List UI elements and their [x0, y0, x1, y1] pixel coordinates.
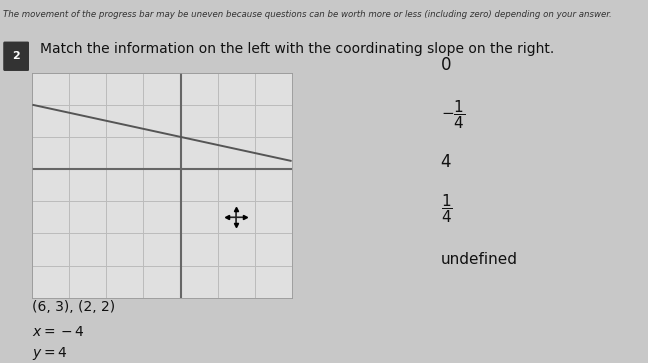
- Text: The movement of the progress bar may be uneven because questions can be worth mo: The movement of the progress bar may be …: [3, 10, 612, 19]
- FancyBboxPatch shape: [3, 41, 29, 71]
- Text: (6, 3), (2, 2): (6, 3), (2, 2): [32, 300, 115, 314]
- Text: 2: 2: [12, 51, 20, 61]
- Text: 0: 0: [441, 56, 451, 74]
- Text: Match the information on the left with the coordinating slope on the right.: Match the information on the left with t…: [40, 42, 555, 56]
- Text: $x = -4$: $x = -4$: [32, 325, 85, 339]
- Text: undefined: undefined: [441, 252, 518, 267]
- Text: 4: 4: [441, 152, 451, 171]
- Text: $\dfrac{1}{4}$: $\dfrac{1}{4}$: [441, 192, 452, 225]
- Text: $y = 4$: $y = 4$: [32, 346, 68, 362]
- Text: $-\dfrac{1}{4}$: $-\dfrac{1}{4}$: [441, 98, 465, 131]
